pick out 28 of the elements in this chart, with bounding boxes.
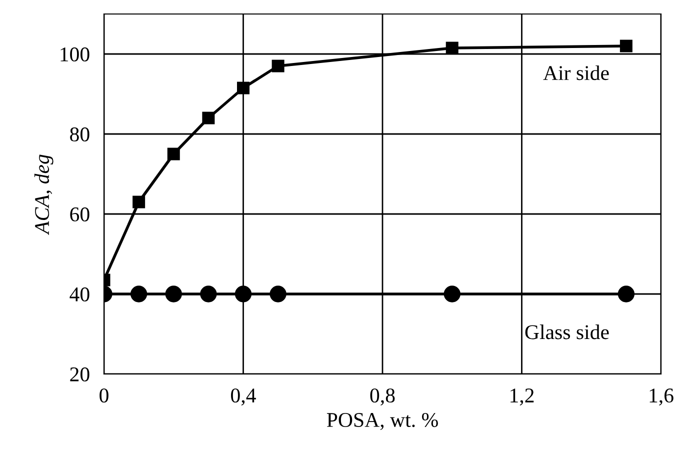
x-tick-label: 1,6 <box>650 388 674 406</box>
point <box>165 286 182 302</box>
y-tick-label: 40 <box>70 287 90 302</box>
y-tick-label: 20 <box>70 367 90 382</box>
point <box>234 286 252 302</box>
point <box>620 40 632 52</box>
x-tick-label: 0 <box>100 388 108 403</box>
x-tick-label: 0,8 <box>370 388 395 406</box>
x-tick-label: 0,4 <box>231 388 256 406</box>
series-label: Glass side <box>525 324 609 340</box>
point <box>202 112 215 124</box>
y-axis-title: ACA, deg <box>34 154 54 236</box>
point <box>130 286 148 302</box>
point <box>132 196 146 208</box>
series-label: Air side <box>543 65 609 80</box>
x-axis-title: POSA, wt. % <box>326 412 438 430</box>
point <box>446 42 458 54</box>
point <box>270 286 286 302</box>
point <box>167 148 180 160</box>
point <box>237 82 250 94</box>
point <box>444 286 460 302</box>
y-tick-label: 60 <box>70 207 90 222</box>
point <box>272 60 284 72</box>
point <box>200 286 217 302</box>
y-tick-label: 80 <box>70 127 90 142</box>
x-tick-label: 1,2 <box>510 388 534 406</box>
y-tick-label: 100 <box>60 47 90 62</box>
point <box>618 286 635 302</box>
